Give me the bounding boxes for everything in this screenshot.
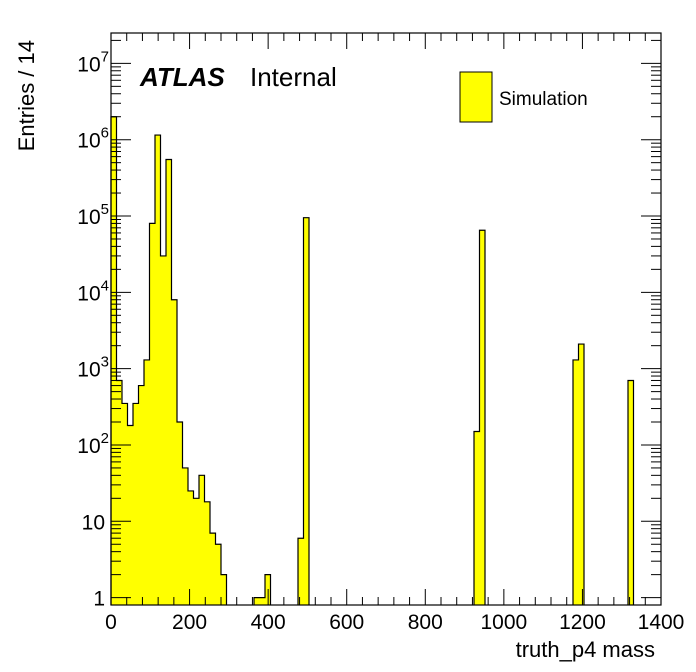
y-axis-ticks: [111, 39, 661, 599]
histogram-bar: [578, 344, 584, 605]
histogram-bar: [474, 431, 480, 605]
histogram-bar: [111, 116, 117, 606]
x-tick-label: 1400: [638, 611, 685, 634]
y-tick-label: 104: [77, 277, 109, 305]
histogram-bar: [155, 135, 161, 606]
histogram-bar: [221, 574, 227, 605]
histogram-bar: [215, 544, 221, 605]
legend: Simulation: [459, 71, 588, 123]
histogram-bar: [116, 380, 122, 605]
y-tick-label: 10: [82, 511, 105, 534]
histogram-bar: [188, 490, 194, 605]
y-tick-label: 103: [77, 354, 109, 382]
histogram-bar: [193, 498, 199, 605]
plot-frame: [110, 32, 662, 606]
histogram-bar: [144, 359, 150, 605]
y-axis-title: Entries / 14: [14, 40, 39, 151]
x-axis-title: truth_p4 mass: [516, 637, 655, 662]
y-tick-label: 107: [77, 48, 109, 76]
histogram-bar: [138, 385, 144, 605]
histogram-bar: [166, 159, 172, 605]
histogram-bar: [628, 380, 634, 605]
histogram-bar: [210, 533, 216, 605]
histogram-bar: [149, 223, 155, 605]
y-tick-label: 106: [77, 125, 109, 153]
y-tick-label: 105: [77, 201, 109, 229]
histogram-bar: [122, 403, 128, 605]
x-tick-label: 200: [172, 611, 207, 634]
histogram-bar: [298, 538, 304, 605]
histogram-bar: [133, 403, 139, 605]
legend-swatch: [459, 71, 493, 123]
histogram-bar: [160, 255, 166, 605]
x-axis-tick-labels: 0 200 400 600 800 1000 1200 1400: [105, 611, 684, 634]
histogram-bar: [204, 501, 210, 605]
y-axis-tick-labels: 1 10 102 103 104 105 106 107: [77, 48, 109, 610]
histogram-bar: [182, 467, 188, 605]
x-tick-label: 0: [105, 611, 117, 634]
x-axis-ticks: [110, 33, 662, 605]
histogram-bar: [259, 597, 265, 605]
histogram-outline: [110, 116, 635, 605]
internal-label: Internal: [250, 62, 337, 92]
histogram-bar: [573, 359, 579, 605]
histogram-bar: [127, 425, 133, 605]
histogram-bars: [111, 116, 634, 606]
y-tick-label: 102: [77, 430, 109, 458]
histogram-bar: [171, 299, 177, 605]
x-tick-label: 800: [408, 611, 443, 634]
x-tick-label: 600: [329, 611, 364, 634]
histogram-bar: [254, 597, 260, 605]
atlas-label: ATLAS: [139, 62, 225, 92]
histogram-bar: [479, 230, 485, 605]
y-tick-label: 1: [93, 588, 105, 611]
histogram-bar: [303, 217, 309, 605]
x-tick-label: 400: [251, 611, 286, 634]
histogram-bar: [177, 421, 183, 605]
x-tick-label: 1000: [480, 611, 527, 634]
x-tick-label: 1200: [559, 611, 606, 634]
legend-label-simulation: Simulation: [499, 89, 588, 110]
histogram-bar: [199, 475, 205, 605]
